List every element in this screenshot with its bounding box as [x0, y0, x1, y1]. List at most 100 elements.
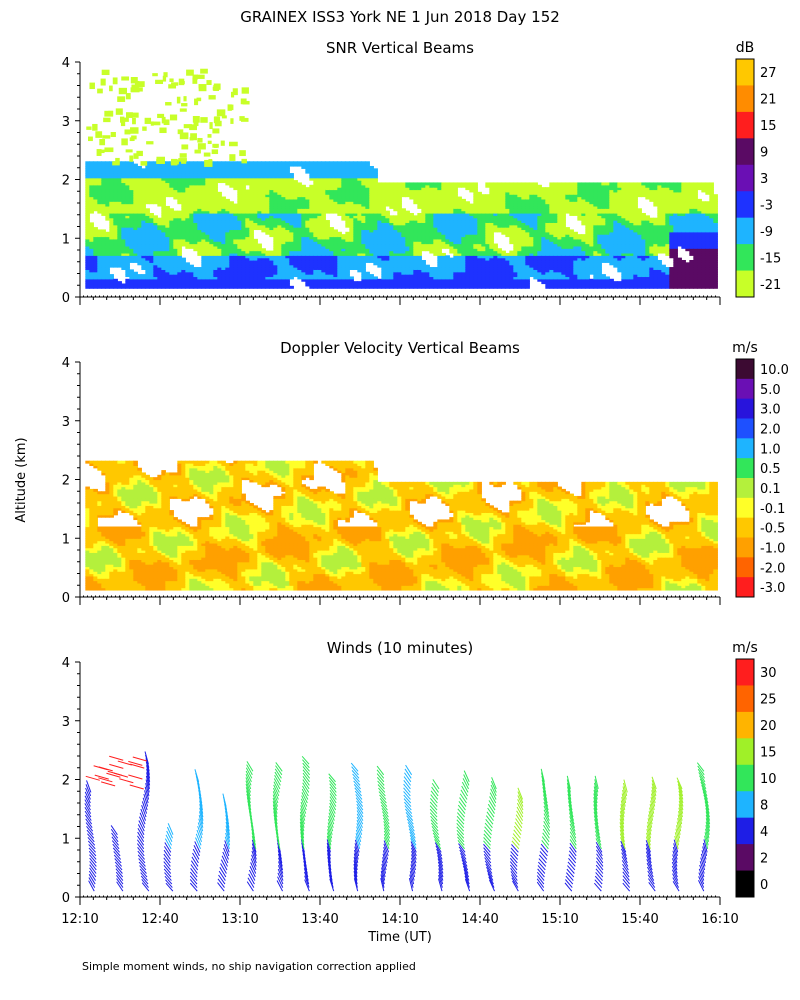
snr-cell — [97, 161, 102, 164]
snr-cell — [265, 251, 270, 254]
snr-cell — [217, 192, 222, 195]
snr-cell — [137, 166, 142, 169]
snr-cell — [333, 161, 338, 164]
snr-cell — [101, 161, 106, 164]
snr-cell — [121, 161, 126, 164]
snr-cell — [229, 201, 234, 204]
snr-title: SNR Vertical Beams — [326, 39, 474, 57]
snr-cell — [269, 251, 274, 254]
snr-cell — [121, 283, 126, 286]
snr-cell — [313, 161, 318, 164]
x-axis-label: Time (UT) — [367, 930, 432, 945]
snr-cell — [125, 161, 130, 164]
snr-cell — [289, 161, 294, 164]
snr-cell — [93, 227, 98, 230]
snr-cell — [341, 161, 346, 164]
snr-cell — [185, 262, 190, 265]
snr-cell — [293, 180, 298, 183]
snr-cell — [345, 232, 350, 235]
snr-cell — [105, 232, 110, 235]
snr-cell — [213, 161, 218, 164]
snr-cell — [101, 229, 106, 232]
snr-cell — [297, 161, 302, 164]
snr-cell — [117, 281, 122, 284]
snr-cell — [357, 161, 362, 164]
snr-cell — [233, 161, 238, 164]
snr-cell — [225, 199, 230, 202]
snr-plot-area — [85, 69, 718, 289]
snr-cell — [93, 161, 98, 164]
snr-cell — [289, 286, 294, 289]
snr-cell — [281, 161, 286, 164]
snr-cell — [113, 279, 118, 282]
snr-cell — [165, 161, 170, 164]
snr-cell — [325, 220, 330, 223]
snr-cell — [193, 161, 198, 164]
footnote: Simple moment winds, no ship navigation … — [82, 960, 416, 973]
snr-cell — [157, 218, 162, 221]
snr-cell — [257, 244, 262, 247]
snr-cell — [149, 161, 154, 164]
snr-cell — [329, 227, 334, 230]
snr-cell — [337, 232, 342, 235]
snr-cell — [325, 161, 330, 164]
snr-cell — [109, 274, 114, 277]
snr-cell — [149, 213, 154, 216]
snr-cell — [169, 208, 174, 211]
snr-cell — [145, 208, 150, 211]
snr-cell — [341, 234, 346, 237]
snr-cell — [89, 161, 94, 164]
snr-cell — [197, 161, 202, 164]
snr-cell — [173, 211, 178, 214]
snr-cell — [125, 279, 130, 282]
snr-cell — [221, 161, 226, 164]
snr-cell — [233, 204, 238, 207]
snr-cell — [297, 182, 302, 185]
snr-cell — [357, 281, 362, 284]
snr-cell — [289, 173, 294, 176]
snr-cell — [133, 164, 138, 167]
main-title: GRAINEX ISS3 York NE 1 Jun 2018 Day 152 — [240, 8, 560, 26]
snr-cell — [189, 265, 194, 268]
snr-cell — [333, 229, 338, 232]
snr-cell — [309, 161, 314, 164]
snr-cell — [309, 185, 314, 188]
snr-cell — [89, 222, 94, 225]
snr-cell — [165, 206, 170, 209]
snr-cell — [345, 161, 350, 164]
snr-cell — [129, 269, 134, 272]
snr-cell — [141, 274, 146, 277]
snr-cell — [197, 267, 202, 270]
snr-cell — [181, 258, 186, 261]
snr-cell — [217, 161, 222, 164]
snr-cell — [245, 189, 250, 192]
snr-cell — [237, 161, 242, 164]
snr-cell — [277, 161, 282, 164]
snr-cell — [305, 187, 310, 190]
snr-cell — [349, 161, 354, 164]
snr-cell — [253, 239, 258, 242]
snr-cell — [177, 211, 182, 214]
snr-cell — [221, 197, 226, 200]
snr-cell — [353, 281, 358, 284]
snr-cell — [249, 161, 254, 164]
snr-cell — [137, 274, 142, 277]
snr-cell — [261, 161, 266, 164]
snr-cell — [317, 161, 322, 164]
snr-cell — [257, 161, 262, 164]
y-axis-label: Altitude (km) — [14, 437, 29, 522]
snr-cell — [269, 161, 274, 164]
snr-cell — [321, 161, 326, 164]
snr-cell — [305, 161, 310, 164]
snr-cell — [105, 161, 110, 164]
snr-cell — [349, 276, 354, 279]
snr-cell — [97, 229, 102, 232]
snr-cell — [265, 161, 270, 164]
snr-cell — [301, 161, 306, 164]
snr-cell — [261, 248, 266, 251]
snr-cell — [337, 161, 342, 164]
snr-cell — [153, 215, 158, 218]
snr-cell — [273, 161, 278, 164]
snr-cell — [353, 161, 358, 164]
